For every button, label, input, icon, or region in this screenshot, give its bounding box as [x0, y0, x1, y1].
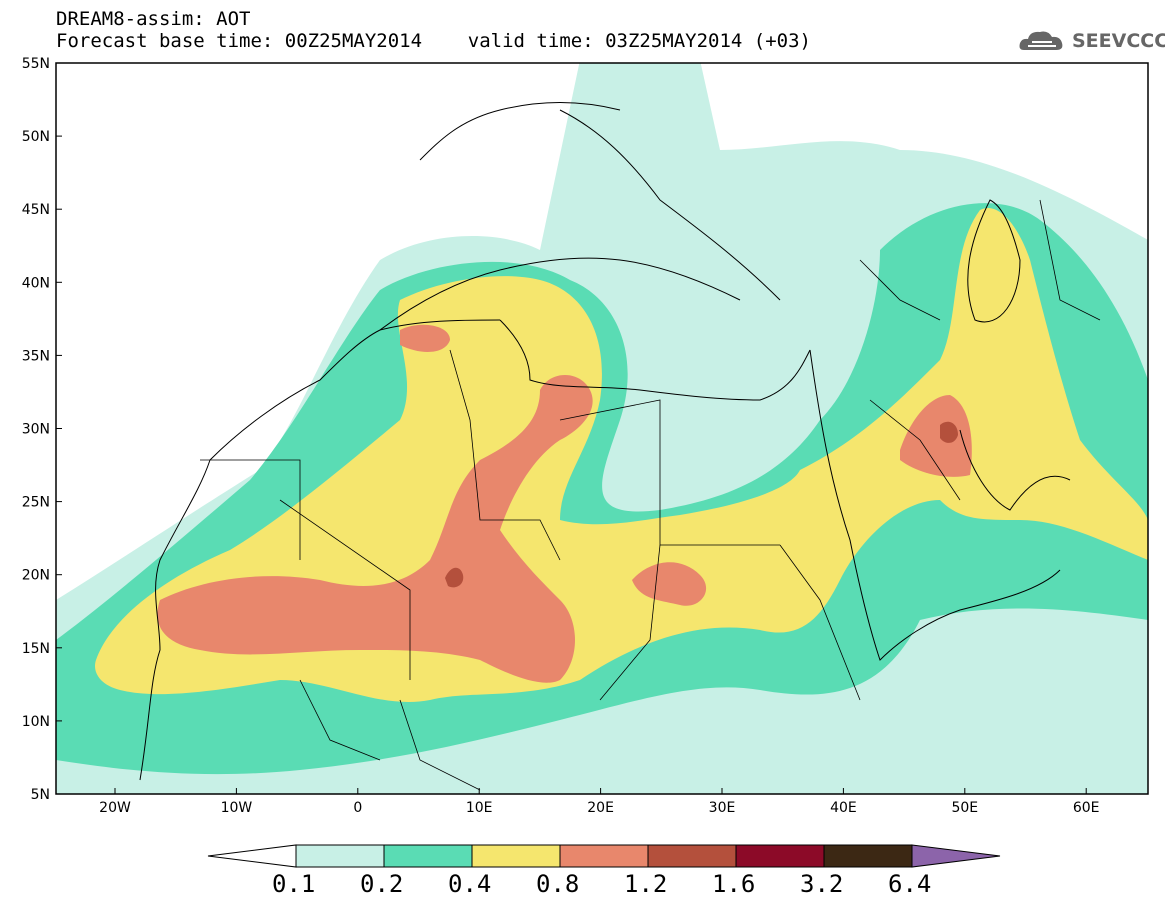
lat-tick-label: 10N: [22, 714, 50, 730]
forecast-time-line: Forecast base time: 00Z25MAY2014 valid t…: [56, 30, 811, 52]
lon-tick-label: 40E: [830, 800, 857, 816]
lon-tick-label: 50E: [951, 800, 978, 816]
lon-tick-label: 30E: [709, 800, 736, 816]
aot-contour-1.2: [445, 567, 464, 588]
aot-contour-0.8c: [400, 324, 450, 352]
lon-tick-label: 0: [353, 800, 362, 816]
latitude-axis: 55N 50N 45N 40N 35N 30N 25N 20N 15N 10N 5N: [22, 56, 62, 803]
aot-contour-0.4: [95, 208, 1148, 703]
lat-tick-label: 25N: [22, 495, 50, 511]
colorbar-label: 0.4: [448, 870, 492, 898]
colorbar-segment: [823, 844, 913, 868]
colorbar-label: 0.2: [360, 870, 404, 898]
lat-tick-label: 15N: [22, 641, 50, 657]
colorbar-label: 1.2: [624, 870, 668, 898]
aot-contour-1.2b: [940, 421, 958, 443]
aot-contour-0.8d: [900, 395, 972, 477]
aot-contour-0.8b: [632, 562, 707, 606]
lat-tick-label: 50N: [22, 129, 50, 145]
longitude-axis: 20W 10W 0 10E 20E 30E 40E 50E 60E: [99, 788, 1100, 816]
colorbar-label: 0.8: [536, 870, 580, 898]
lat-tick-label: 55N: [22, 56, 50, 72]
colorbar-min-arrow: [207, 844, 297, 868]
colorbar: [207, 844, 1001, 868]
lon-tick-label: 20W: [99, 800, 131, 816]
lat-tick-label: 35N: [22, 348, 50, 364]
colorbar-label: 0.1: [272, 870, 316, 898]
aot-contour-0.8: [157, 375, 593, 683]
lat-tick-label: 40N: [22, 275, 50, 291]
lat-tick-label: 30N: [22, 422, 50, 438]
lon-tick-label: 20E: [587, 800, 614, 816]
colorbar-segment: [471, 844, 561, 868]
colorbar-segment: [383, 844, 473, 868]
country-borders: [200, 199, 1101, 791]
colorbar-segment: [735, 844, 825, 868]
colorbar-segment: [559, 844, 649, 868]
lat-tick-label: 45N: [22, 202, 50, 218]
colorbar-segment: [647, 844, 737, 868]
cloud-logo-icon: [1019, 31, 1063, 50]
lat-tick-label: 5N: [31, 787, 50, 803]
aot-field: [56, 63, 1148, 794]
colorbar-label: 6.4: [888, 870, 932, 898]
colorbar-label: 3.2: [800, 870, 844, 898]
lon-tick-label: 60E: [1073, 800, 1100, 816]
seevccc-logo-text: SEEVCCC: [1072, 30, 1165, 52]
colorbar-max-arrow: [911, 844, 1001, 868]
colorbar-segment: [295, 844, 385, 868]
lat-tick-label: 20N: [22, 568, 50, 584]
chart-title: DREAM8-assim: AOT: [56, 8, 251, 30]
lon-tick-label: 10E: [466, 800, 493, 816]
lon-tick-label: 10W: [221, 800, 253, 816]
colorbar-label: 1.6: [712, 870, 756, 898]
